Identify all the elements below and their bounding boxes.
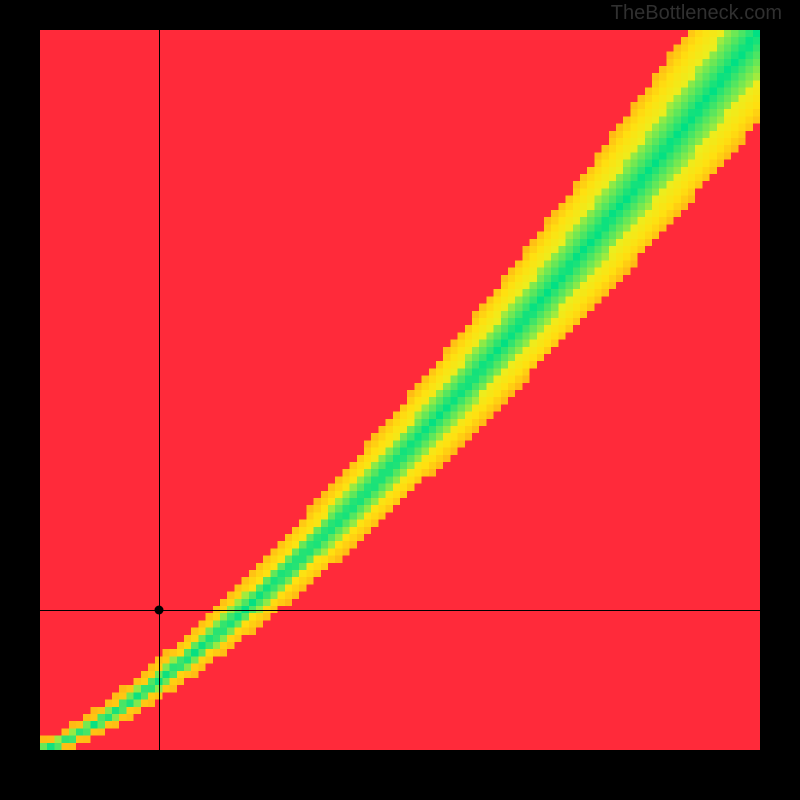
crosshair-horizontal (40, 610, 760, 611)
plot-area (40, 30, 760, 750)
attribution-text: TheBottleneck.com (611, 2, 782, 25)
heatmap-canvas (40, 30, 760, 750)
crosshair-marker (154, 605, 163, 614)
crosshair-vertical (159, 30, 160, 750)
chart-container: TheBottleneck.com (0, 0, 800, 800)
